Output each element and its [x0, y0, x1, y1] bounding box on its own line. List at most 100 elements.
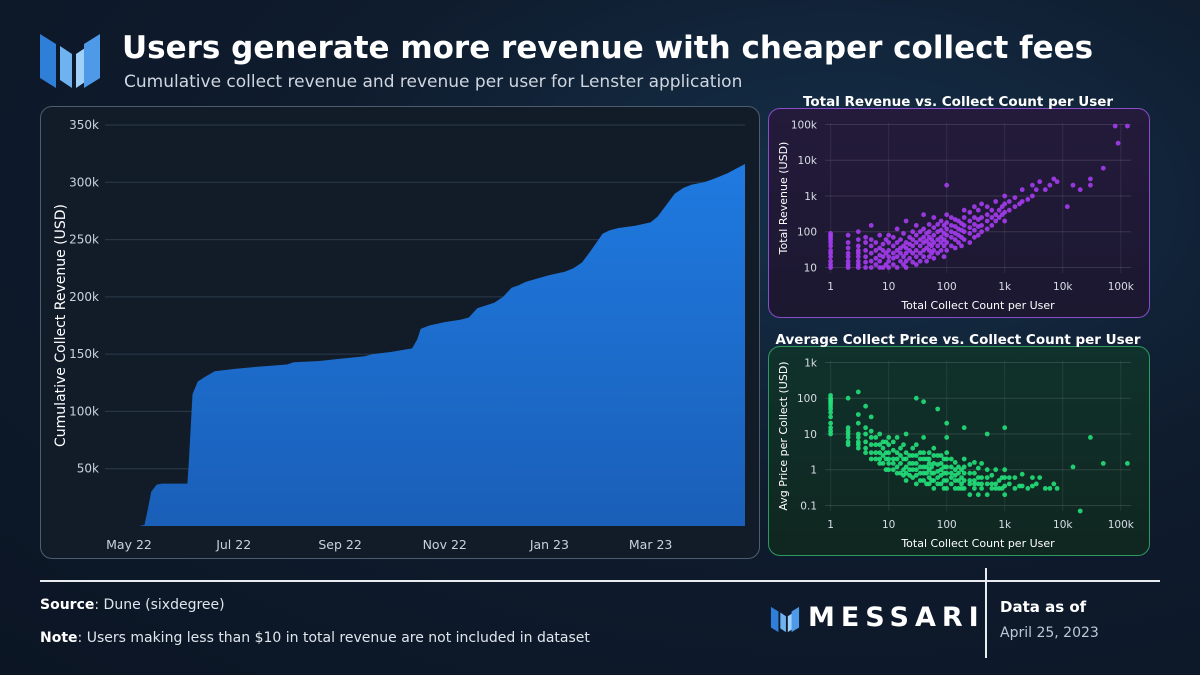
scatter-point	[1064, 204, 1070, 210]
scatter-point	[1002, 209, 1008, 215]
scatter-point	[921, 234, 926, 240]
scatter-point	[1037, 475, 1043, 480]
scatter-point	[1025, 197, 1031, 202]
scatter-point	[948, 464, 954, 470]
scatter-point	[1019, 471, 1025, 477]
scatter-point	[828, 231, 833, 236]
scatter-point	[931, 225, 937, 230]
x-tick-label: Sep 22	[318, 537, 361, 552]
scatter-point	[903, 464, 909, 470]
x-tick-label: 10k	[1053, 281, 1073, 293]
scatter-point	[961, 237, 967, 243]
scatter-point	[913, 461, 919, 466]
scatter-point	[863, 431, 868, 437]
scatter-point	[828, 425, 833, 431]
scatter-point	[926, 222, 932, 227]
scatter-point	[948, 234, 954, 240]
scatter-point	[944, 226, 950, 232]
scatter-point	[863, 265, 868, 270]
scatter-point	[910, 467, 916, 473]
x-tick-label: 100	[937, 281, 957, 293]
scatter-point	[880, 265, 886, 270]
scatter-point	[967, 478, 973, 483]
scatter-point	[952, 460, 958, 465]
scatter-point	[868, 237, 874, 243]
scatter-point	[868, 265, 874, 270]
scatter-point	[1115, 140, 1121, 146]
scatter-point	[917, 470, 923, 476]
scatter-point	[863, 445, 868, 451]
y-tick-label: 150k	[69, 347, 99, 361]
scatter-point	[880, 461, 886, 466]
scatter-point	[855, 237, 861, 243]
scatter-point	[979, 201, 984, 207]
scatter-point	[989, 215, 995, 220]
scatter-point	[894, 470, 900, 476]
scatter-point	[886, 265, 892, 270]
scatter-point	[931, 461, 937, 466]
scatter-point	[913, 262, 919, 267]
scatter-point	[1012, 475, 1018, 480]
scatter-point	[894, 435, 900, 440]
messari-brand-icon	[770, 606, 800, 633]
scatter-point	[938, 248, 944, 253]
scatter-point	[948, 229, 954, 235]
scatter-point	[917, 478, 923, 483]
scatter-point	[873, 248, 879, 253]
scatter-point	[972, 478, 977, 483]
scatter-point	[917, 237, 923, 243]
scatter-point	[917, 456, 923, 462]
scatter-point	[972, 470, 977, 476]
scatter-point	[868, 414, 874, 420]
scatter-point	[938, 453, 944, 458]
scatter-point	[1077, 187, 1083, 193]
scatter-point	[886, 442, 892, 448]
scatter-point	[855, 229, 861, 235]
scatter-point	[917, 250, 923, 256]
scatter-point	[1030, 182, 1035, 188]
scatter-point	[956, 470, 961, 476]
scatter-point	[944, 232, 950, 238]
scatter-point	[931, 255, 937, 261]
scatter-point	[886, 258, 892, 264]
scatter-point	[898, 258, 903, 264]
scatter-point	[868, 435, 874, 440]
x-axis-label: Total Collect Count per User	[900, 299, 1055, 312]
scatter-point	[984, 481, 990, 487]
x-axis-label: Total Collect Count per User	[900, 537, 1055, 550]
scatter-point	[1019, 483, 1025, 489]
scatter-point	[935, 243, 941, 249]
scatter-point	[873, 262, 879, 267]
scatter-point	[845, 232, 851, 238]
scatter-point	[863, 403, 868, 409]
scatter-point	[952, 478, 958, 483]
scatter-point	[1051, 176, 1057, 182]
scatter-point	[931, 486, 937, 491]
scatter-point	[890, 262, 896, 267]
scatter-point	[1030, 475, 1035, 480]
scatter-point	[863, 248, 868, 253]
scatter-point	[931, 240, 937, 245]
scatter-point	[944, 182, 950, 188]
scatter-point	[984, 431, 990, 437]
scatter-point	[1051, 481, 1057, 487]
scatter-point	[972, 481, 977, 487]
note-text: : Users making less than $10 in total re…	[77, 630, 590, 646]
scatter-point	[890, 439, 896, 445]
scatter-point	[944, 456, 950, 462]
y-tick-label: 50k	[77, 462, 99, 476]
scatter-point	[956, 464, 961, 470]
total-revenue-scatter-title: Total Revenue vs. Collect Count per User	[802, 94, 1114, 110]
scatter-point	[1030, 483, 1035, 489]
scatter-point	[890, 234, 896, 240]
scatter-point	[898, 461, 903, 466]
scatter-point	[944, 248, 950, 253]
x-tick-label: 10k	[1053, 519, 1073, 531]
scatter-point	[929, 464, 934, 470]
scatter-point	[967, 462, 973, 467]
scatter-point	[979, 481, 984, 487]
scatter-point	[1047, 486, 1053, 491]
scatter-point	[1002, 201, 1008, 207]
scatter-point	[886, 435, 892, 440]
scatter-point	[952, 224, 958, 229]
